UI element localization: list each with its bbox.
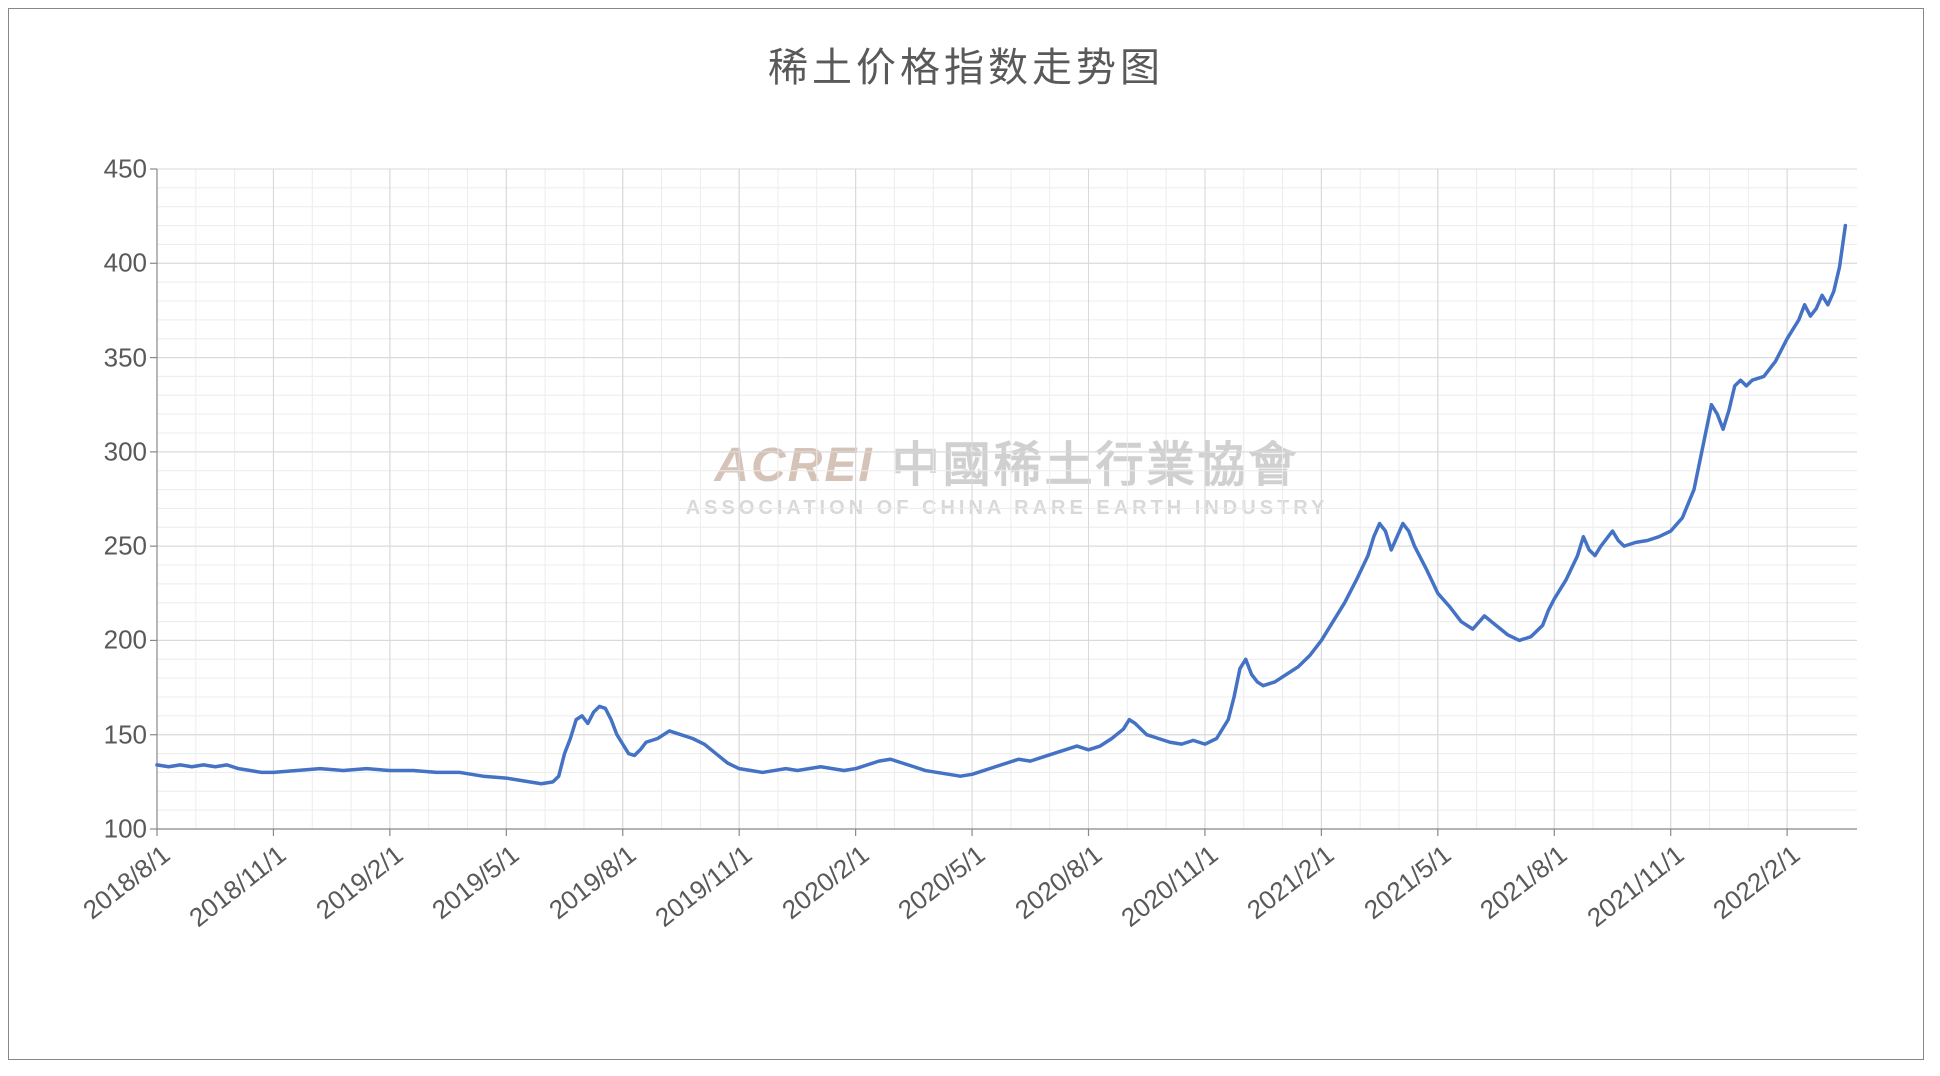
x-tick-label: 2021/5/1 (1358, 839, 1457, 926)
x-tick-label: 2018/11/1 (184, 839, 293, 933)
y-tick-label: 250 (104, 531, 157, 562)
x-tick-label: 2021/2/1 (1242, 839, 1341, 926)
y-tick-label: 100 (104, 814, 157, 845)
chart-title: 稀土价格指数走势图 (9, 35, 1923, 93)
price-index-line (157, 226, 1845, 784)
plot-svg (157, 169, 1857, 829)
y-tick-label: 150 (104, 719, 157, 750)
y-tick-label: 300 (104, 436, 157, 467)
x-tick-label: 2018/8/1 (77, 839, 176, 926)
x-tick-label: 2019/11/1 (650, 839, 759, 933)
y-tick-label: 450 (104, 154, 157, 185)
x-tick-label: 2020/8/1 (1009, 839, 1108, 926)
x-tick-label: 2021/11/1 (1581, 839, 1690, 933)
x-tick-label: 2019/2/1 (310, 839, 409, 926)
y-tick-label: 400 (104, 248, 157, 279)
x-tick-label: 2020/2/1 (776, 839, 875, 926)
x-tick-label: 2019/8/1 (543, 839, 642, 926)
y-tick-label: 350 (104, 342, 157, 373)
chart-frame: 稀土价格指数走势图 ACREI中國稀土行業協會 ASSOCIATION OF C… (8, 8, 1924, 1060)
x-tick-label: 2022/2/1 (1707, 839, 1806, 926)
plot-area: ACREI中國稀土行業協會 ASSOCIATION OF CHINA RARE … (157, 169, 1857, 829)
x-tick-label: 2019/5/1 (427, 839, 526, 926)
x-tick-label: 2020/11/1 (1115, 839, 1224, 933)
x-tick-label: 2021/8/1 (1474, 839, 1573, 926)
x-tick-label: 2020/5/1 (892, 839, 991, 926)
y-tick-label: 200 (104, 625, 157, 656)
